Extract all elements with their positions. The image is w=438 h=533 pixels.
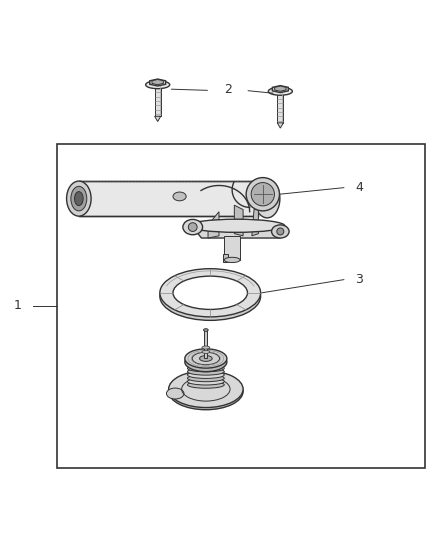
- Bar: [224, 236, 240, 260]
- Polygon shape: [155, 116, 161, 122]
- Polygon shape: [208, 212, 219, 238]
- Polygon shape: [234, 205, 243, 236]
- Bar: [155, 86, 161, 116]
- Polygon shape: [275, 86, 286, 91]
- Bar: [277, 92, 283, 123]
- Ellipse shape: [173, 276, 247, 310]
- Text: 2: 2: [224, 83, 232, 95]
- Ellipse shape: [187, 372, 224, 378]
- Ellipse shape: [187, 361, 224, 368]
- Ellipse shape: [145, 81, 170, 88]
- Circle shape: [277, 228, 284, 235]
- Ellipse shape: [166, 388, 184, 399]
- Polygon shape: [193, 227, 280, 238]
- Ellipse shape: [224, 257, 240, 263]
- Ellipse shape: [187, 381, 224, 388]
- Ellipse shape: [204, 329, 208, 332]
- Ellipse shape: [188, 219, 285, 232]
- Text: 3: 3: [355, 273, 363, 286]
- Bar: [204, 330, 208, 359]
- Ellipse shape: [268, 87, 293, 95]
- Ellipse shape: [169, 373, 243, 410]
- Ellipse shape: [71, 187, 87, 211]
- Polygon shape: [272, 86, 288, 93]
- Circle shape: [246, 177, 279, 211]
- Text: 1: 1: [14, 300, 21, 312]
- Ellipse shape: [200, 356, 212, 361]
- Bar: [57, 144, 425, 468]
- Ellipse shape: [187, 378, 224, 385]
- Ellipse shape: [202, 350, 210, 353]
- Polygon shape: [79, 181, 258, 187]
- Ellipse shape: [169, 371, 243, 408]
- Ellipse shape: [185, 349, 227, 368]
- Polygon shape: [252, 209, 258, 236]
- Ellipse shape: [272, 225, 289, 238]
- Ellipse shape: [160, 269, 261, 317]
- Text: 4: 4: [355, 181, 363, 194]
- Ellipse shape: [187, 365, 224, 372]
- Circle shape: [188, 223, 197, 231]
- Ellipse shape: [185, 352, 227, 372]
- Polygon shape: [150, 79, 166, 86]
- Ellipse shape: [173, 192, 186, 201]
- Ellipse shape: [187, 368, 224, 375]
- Circle shape: [251, 183, 275, 206]
- Ellipse shape: [160, 272, 261, 320]
- Ellipse shape: [187, 375, 224, 382]
- Ellipse shape: [173, 280, 247, 313]
- Polygon shape: [152, 79, 163, 85]
- Bar: [223, 254, 228, 262]
- Bar: [79, 181, 258, 216]
- Ellipse shape: [183, 220, 203, 235]
- Ellipse shape: [67, 181, 91, 216]
- Ellipse shape: [74, 191, 83, 206]
- Ellipse shape: [202, 346, 210, 349]
- Polygon shape: [277, 123, 283, 128]
- Ellipse shape: [254, 179, 280, 218]
